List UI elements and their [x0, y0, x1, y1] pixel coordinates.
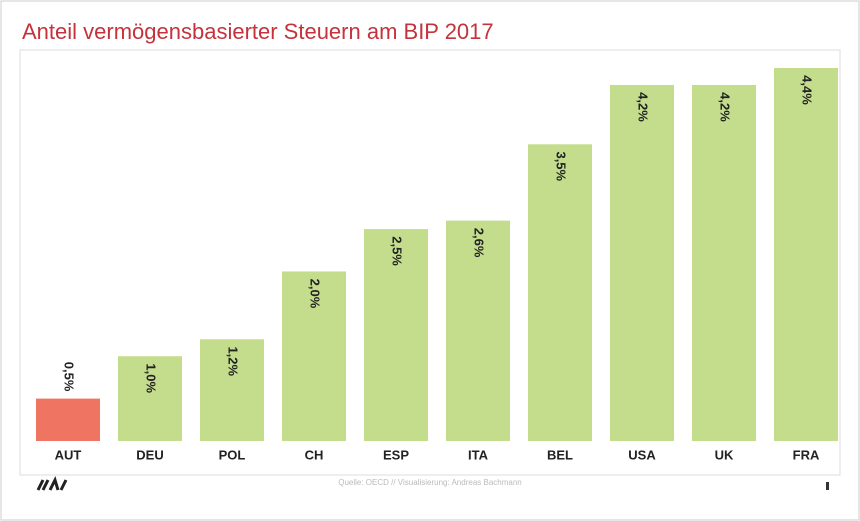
x-tick-label: DEU: [136, 447, 163, 462]
bar: [528, 144, 592, 441]
bar: [774, 68, 838, 441]
x-tick-label: CH: [305, 447, 324, 462]
value-label: 4,2%: [636, 92, 651, 122]
value-label: 3,5%: [554, 151, 569, 181]
value-label: 1,2%: [226, 346, 241, 376]
x-tick-label: BEL: [547, 447, 573, 462]
bar: [692, 84, 756, 442]
value-label: 4,4%: [800, 75, 815, 105]
x-tick-label: ITA: [468, 447, 489, 462]
source: Quelle: OECD // Visualisierung: Andreas …: [338, 478, 522, 487]
value-label: 2,5%: [390, 236, 405, 266]
logo: [36, 475, 68, 491]
value-label: 2,6%: [472, 228, 487, 258]
chart-title: Anteil vermögensbasierter Steuern am BIP…: [22, 19, 494, 44]
bar: [118, 356, 182, 441]
bar: [200, 339, 264, 441]
x-tick-label: AUT: [55, 447, 82, 462]
x-tick-label: UK: [715, 447, 734, 462]
bar: [282, 271, 346, 441]
info-icon: [826, 482, 829, 490]
x-tick-label: ESP: [383, 447, 409, 462]
bar: [446, 220, 510, 441]
value-label: 2,0%: [308, 279, 323, 309]
x-tick-label: POL: [219, 447, 246, 462]
x-tick-label: FRA: [793, 447, 820, 462]
bar: [610, 84, 674, 442]
value-label: 4,2%: [718, 92, 733, 122]
value-label: 1,0%: [144, 363, 159, 393]
x-tick-label: USA: [628, 447, 656, 462]
value-label: 0,5%: [62, 362, 77, 392]
bar: [36, 398, 100, 441]
bar: [364, 229, 428, 441]
